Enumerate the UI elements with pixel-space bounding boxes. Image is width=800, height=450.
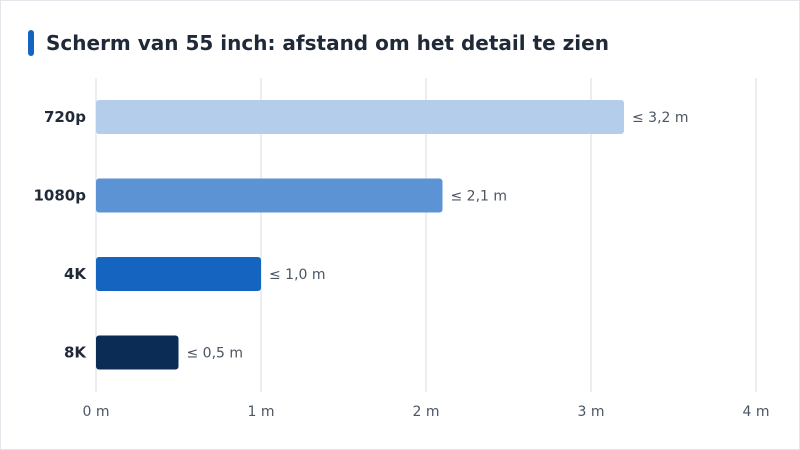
category-label: 4K [64,265,87,283]
title-accent-bar [28,30,34,56]
bars [96,100,624,370]
chart-title: Scherm van 55 inch: afstand om het detai… [46,31,609,55]
value-label: ≤ 2,1 m [451,189,508,205]
category-labels: 720p 1080p 4K 8K [34,108,88,362]
x-tick-label: 3 m [578,404,605,420]
bar [96,257,261,291]
value-label: ≤ 0,5 m [187,346,244,362]
value-label: ≤ 1,0 m [269,267,326,283]
category-label: 720p [44,108,86,126]
value-label: ≤ 3,2 m [632,110,689,126]
x-tick-label: 0 m [83,404,110,420]
category-label: 8K [64,344,87,362]
bar [96,100,624,134]
bar [96,178,443,213]
value-labels: ≤ 3,2 m ≤ 2,1 m ≤ 1,0 m ≤ 0,5 m [187,110,689,362]
x-axis-ticks: 0 m 1 m 2 m 3 m 4 m [83,404,770,420]
x-tick-label: 4 m [743,404,770,420]
bar [96,335,179,370]
x-tick-label: 1 m [248,404,275,420]
x-tick-label: 2 m [413,404,440,420]
category-label: 1080p [34,187,87,205]
